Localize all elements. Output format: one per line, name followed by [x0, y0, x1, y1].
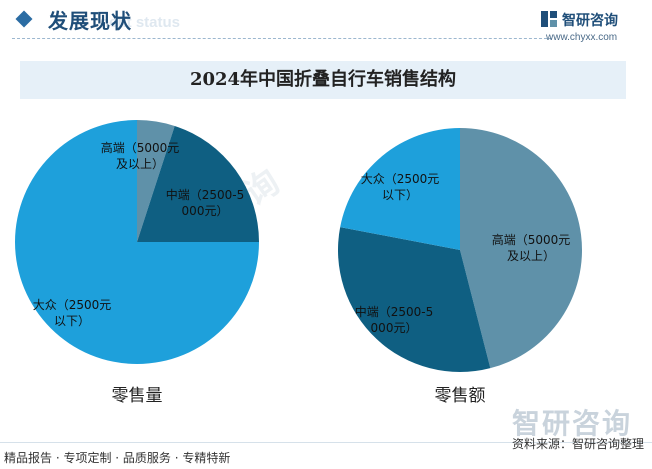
- header: nent status 发展现状 智研咨询 www.chyxx.com: [0, 0, 652, 46]
- slice-label: 中端（2500-5 000元）: [166, 187, 245, 218]
- pie-caption: 零售额: [435, 386, 486, 406]
- slice-label: 高端（5000元及以上）: [101, 140, 180, 171]
- pie-slice: [337, 227, 491, 372]
- slice-label: 高端（5000元及以上）: [492, 232, 571, 263]
- footer: 精品报告 · 专项定制 · 品质服务 · 专精特新 资料来源：智研咨询整理: [0, 437, 652, 469]
- header-divider: [12, 38, 552, 39]
- brand: 智研咨询 www.chyxx.com: [540, 8, 636, 48]
- pie-slice: [15, 120, 259, 364]
- pie-slice: [460, 128, 582, 369]
- header-subtitle: nent status: [100, 14, 181, 31]
- slice-label: 大众（2500元以下）: [361, 172, 440, 202]
- brand-url: www.chyxx.com: [546, 32, 618, 43]
- pie-charts: 高端（5000元及以上） 中端（2500-5 000元） 大众（2500元以下） 零售量…: [15, 120, 582, 406]
- footer-tagline: 精品报告 · 专项定制 · 品质服务 · 专精特新: [4, 451, 231, 465]
- source-note: 资料来源：智研咨询整理: [511, 437, 644, 451]
- pie-caption: 零售量: [112, 386, 163, 406]
- chart-title: 2024年中国折叠自行车销售结构: [189, 69, 457, 90]
- page-title: 发展现状: [48, 9, 132, 33]
- brand-logo-icon: [541, 11, 557, 27]
- pie-slice: [137, 120, 175, 242]
- slice-label: 大众（2500元以下）: [33, 298, 112, 328]
- pie-slice: [340, 128, 460, 250]
- title-diamond-icon: [15, 10, 33, 28]
- brand-name: 智研咨询: [562, 13, 618, 29]
- pie-slice: [137, 125, 259, 242]
- slice-label: 中端（2500-5 000元）: [355, 304, 434, 335]
- chart-title-band: 2024年中国折叠自行车销售结构: [20, 61, 626, 99]
- footer-brand-watermark: 智研咨询: [511, 407, 632, 440]
